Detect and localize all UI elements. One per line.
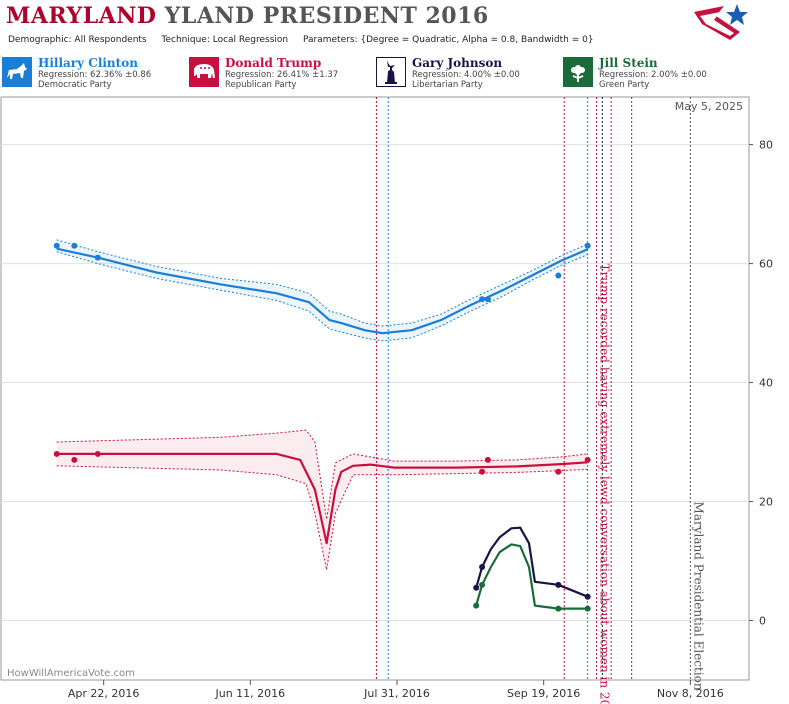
y-tick-label: 80 [759, 139, 773, 152]
candidate-party: Republican Party [225, 80, 297, 90]
data-point [53, 242, 60, 249]
data-point [479, 468, 486, 475]
confidence-band [56, 430, 588, 570]
confidence-band [56, 239, 588, 341]
parameters-label: Parameters: {Degree = Quadratic, Alpha =… [303, 35, 594, 45]
candidate-card-trump: Donald Trump Regression: 26.41% ±1.37 Re… [187, 55, 372, 91]
data-point [94, 254, 101, 261]
title-rest: YLAND PRESIDENT 2016 [164, 3, 489, 29]
parameters-line: Demographic: All Respondents Technique: … [8, 35, 606, 45]
watermark: HowWillAmericaVote.com [7, 668, 135, 679]
x-tick-label: Nov 8, 2016 [657, 687, 724, 700]
event-annotation: Maryland Presidential Election [691, 502, 705, 691]
trend-line [56, 452, 588, 545]
data-point [555, 468, 562, 475]
data-point [484, 456, 491, 463]
data-point [473, 602, 480, 609]
data-point [71, 242, 78, 249]
candidate-party: Democratic Party [38, 80, 112, 90]
event-annotation: Trump recorded having extremely lewd con… [597, 264, 611, 704]
elephant-icon [189, 57, 219, 87]
technique-label: Technique: Local Regression [161, 35, 289, 45]
candidate-card-johnson: Gary Johnson Regression: 4.00% ±0.00 Lib… [374, 55, 559, 91]
candidate-name: Hillary Clinton [38, 56, 138, 70]
candidate-regression: Regression: 2.00% ±0.00 [599, 70, 707, 80]
data-point [53, 450, 60, 457]
data-point [584, 605, 591, 612]
upper-bound-line [56, 429, 588, 520]
x-tick-label: Jun 11, 2016 [214, 687, 285, 700]
data-point [484, 296, 491, 303]
candidate-party: Green Party [599, 80, 650, 90]
y-tick-label: 20 [759, 496, 773, 509]
y-tick-label: 0 [759, 615, 766, 628]
demographic-label: Demographic: All Respondents [8, 35, 147, 45]
data-point [555, 581, 562, 588]
statue-of-liberty-icon [376, 57, 406, 87]
page-title: MARYLAND YLAND PRESIDENT 2016 [6, 3, 489, 29]
data-point [555, 605, 562, 612]
donkey-icon [2, 57, 32, 87]
candidate-card-clinton: Hillary Clinton Regression: 62.36% ±0.86… [0, 55, 185, 91]
data-point [479, 563, 486, 570]
x-tick-label: Sep 19, 2016 [507, 687, 580, 700]
trend-line [56, 247, 589, 335]
data-point [584, 456, 591, 463]
x-tick-label: Jul 31, 2016 [363, 687, 430, 700]
data-point [479, 581, 486, 588]
y-tick-label: 60 [759, 258, 773, 271]
upper-bound-line [56, 239, 588, 327]
flag-star-logo-icon [694, 4, 748, 40]
candidate-name: Gary Johnson [412, 56, 503, 70]
data-point [94, 450, 101, 457]
y-tick-label: 40 [759, 377, 773, 390]
data-point [555, 272, 562, 279]
candidate-regression: Regression: 4.00% ±0.00 [412, 70, 520, 80]
data-point [479, 296, 486, 303]
data-point [584, 242, 591, 249]
trend-line [475, 526, 589, 598]
lower-bound-line [56, 465, 588, 571]
data-point [473, 584, 480, 591]
data-point [584, 593, 591, 600]
candidate-regression: Regression: 26.41% ±1.37 [225, 70, 339, 80]
candidate-name: Jill Stein [599, 56, 658, 70]
candidate-card-stein: Jill Stein Regression: 2.00% ±0.00 Green… [561, 55, 746, 91]
candidate-legend: Hillary Clinton Regression: 62.36% ±0.86… [0, 55, 789, 93]
data-point [71, 456, 78, 463]
candidate-name: Donald Trump [225, 56, 322, 70]
candidate-party: Libertarian Party [412, 80, 483, 90]
candidate-regression: Regression: 62.36% ±0.86 [38, 70, 152, 80]
plot-area [0, 96, 750, 681]
flower-icon [563, 57, 593, 87]
lower-bound-line [56, 251, 588, 342]
title-state: MARYLAND [6, 3, 157, 29]
date-label: May 5, 2025 [675, 100, 743, 113]
trend-line [475, 543, 588, 610]
x-tick-label: Apr 22, 2016 [68, 687, 140, 700]
